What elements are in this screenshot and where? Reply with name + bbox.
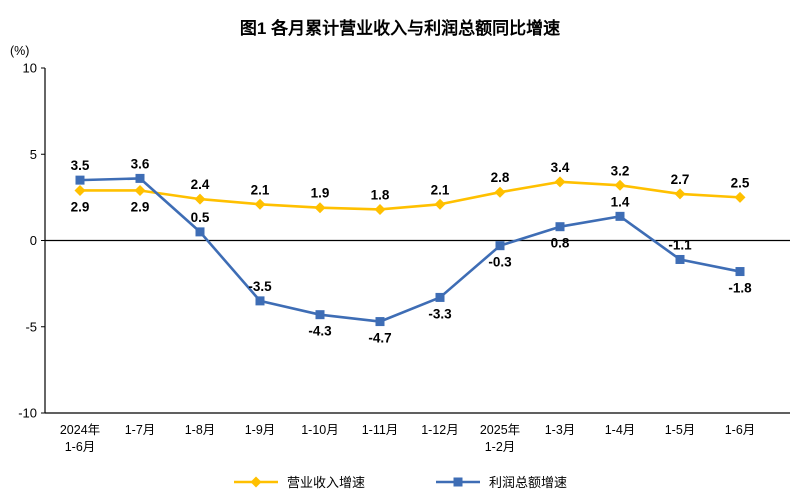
data-point bbox=[314, 202, 326, 214]
data-label: 2.1 bbox=[431, 182, 450, 197]
data-label: -3.3 bbox=[428, 306, 452, 321]
x-category-label: 1-10月 bbox=[301, 423, 339, 437]
data-point bbox=[735, 267, 745, 277]
data-point bbox=[255, 296, 265, 306]
y-tick-label: 10 bbox=[23, 61, 37, 76]
data-point bbox=[375, 317, 385, 327]
data-point bbox=[675, 254, 685, 264]
data-point bbox=[494, 186, 506, 198]
chart-svg: 10 5 0 -5 -10 2024年 1-6月 1-7月 1-8月 1-9月 1-10月 1-11月… bbox=[18, 61, 790, 454]
data-label: 0.8 bbox=[551, 236, 570, 251]
chart-title: 图1 各月累计营业收入与利润总额同比增速 bbox=[239, 19, 561, 38]
data-point bbox=[554, 176, 566, 188]
data-point bbox=[555, 222, 565, 232]
data-label: -1.8 bbox=[728, 281, 752, 296]
data-point bbox=[614, 179, 626, 191]
x-category-label: 2025年 bbox=[480, 423, 520, 437]
data-label: 1.9 bbox=[311, 186, 330, 201]
x-category-label: 1-11月 bbox=[362, 423, 399, 437]
data-point bbox=[134, 184, 146, 196]
data-label: -1.1 bbox=[668, 237, 692, 252]
data-label: 2.4 bbox=[191, 177, 210, 192]
legend-diamond-marker bbox=[233, 476, 278, 487]
legend-item: 营业收入增速 bbox=[233, 472, 365, 491]
series-line bbox=[78, 177, 742, 323]
legend-item: 利润总额增速 bbox=[435, 472, 567, 491]
x-category-label: 1-2月 bbox=[485, 440, 516, 454]
x-category-label: 1-9月 bbox=[245, 423, 276, 437]
x-category-label: 1-6月 bbox=[725, 423, 756, 437]
data-label: 2.1 bbox=[251, 182, 270, 197]
series-line bbox=[78, 180, 742, 211]
x-category-label: 1-4月 bbox=[605, 423, 636, 437]
data-label: 3.2 bbox=[611, 163, 630, 178]
data-label: 2.5 bbox=[731, 175, 750, 190]
y-tick-label: 0 bbox=[30, 233, 37, 248]
data-label: 1.4 bbox=[611, 194, 630, 209]
legend: 营业收入增速 利润总额增速 bbox=[0, 472, 800, 491]
data-label: 1.8 bbox=[371, 187, 390, 202]
data-point bbox=[734, 191, 746, 203]
data-label: -4.7 bbox=[368, 331, 391, 346]
y-axis-unit-label: (%) bbox=[10, 44, 30, 58]
data-label: 2.9 bbox=[131, 199, 150, 214]
data-point bbox=[495, 241, 505, 251]
data-label: 2.8 bbox=[491, 170, 510, 185]
data-point bbox=[615, 211, 625, 221]
data-label: 2.9 bbox=[71, 199, 90, 214]
data-point bbox=[434, 198, 446, 210]
data-label: 3.5 bbox=[71, 158, 90, 173]
data-label: -3.5 bbox=[248, 279, 272, 294]
data-label: 3.4 bbox=[551, 160, 570, 175]
data-point bbox=[374, 203, 386, 215]
data-point bbox=[435, 292, 445, 302]
data-point bbox=[315, 310, 325, 320]
data-point bbox=[135, 173, 145, 183]
x-category-label: 1-6月 bbox=[65, 440, 96, 454]
y-tick-label: -5 bbox=[25, 319, 37, 334]
x-category-label: 1-5月 bbox=[665, 423, 696, 437]
legend-label: 营业收入增速 bbox=[286, 475, 365, 490]
y-tick-label: 5 bbox=[30, 147, 37, 162]
data-label: 0.5 bbox=[191, 210, 210, 225]
x-category-label: 1-8月 bbox=[185, 423, 216, 437]
data-point bbox=[75, 175, 85, 185]
data-point bbox=[674, 188, 686, 200]
legend-label: 利润总额增速 bbox=[489, 475, 568, 490]
data-label: -0.3 bbox=[488, 255, 512, 270]
x-category-label: 1-7月 bbox=[125, 423, 156, 437]
data-point bbox=[74, 184, 86, 196]
x-category-label: 2024年 bbox=[60, 423, 100, 437]
data-label: -4.3 bbox=[308, 324, 332, 339]
x-category-label: 1-3月 bbox=[545, 423, 576, 437]
legend-square-marker bbox=[436, 477, 480, 486]
data-label: 3.6 bbox=[131, 156, 150, 171]
data-point bbox=[194, 193, 206, 205]
data-label: 2.7 bbox=[671, 172, 690, 187]
data-point bbox=[254, 198, 266, 210]
y-tick-label: -10 bbox=[18, 406, 37, 421]
data-point bbox=[195, 227, 205, 237]
x-category-label: 1-12月 bbox=[421, 423, 459, 437]
